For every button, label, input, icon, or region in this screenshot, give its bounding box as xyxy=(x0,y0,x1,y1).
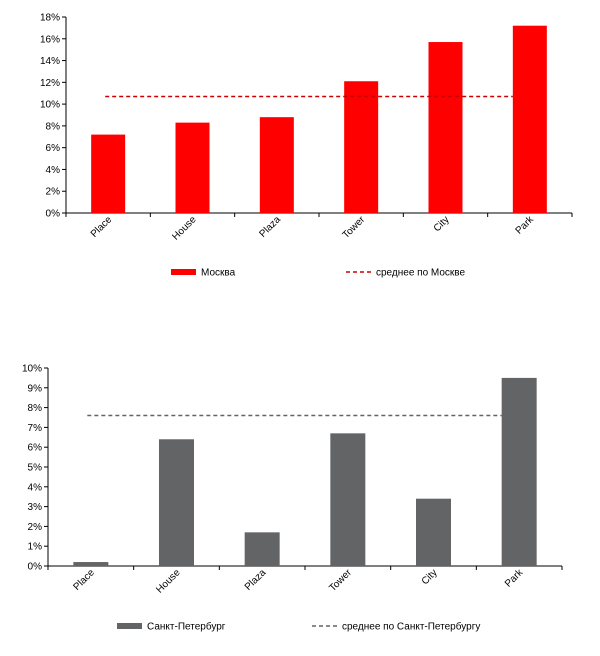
x-tick-label: Park xyxy=(503,567,526,590)
y-tick-label: 6% xyxy=(28,443,43,454)
x-tick-label: Plaza xyxy=(243,567,269,593)
bar-tower xyxy=(330,433,366,566)
y-tick-label: 2% xyxy=(28,522,43,533)
x-tick-label: House xyxy=(154,567,183,596)
legend-series-swatch xyxy=(171,269,196,275)
y-tick-label: 18% xyxy=(40,13,60,24)
y-tick-label: 8% xyxy=(28,403,43,414)
bar-plaza xyxy=(259,117,294,213)
y-tick-label: 4% xyxy=(46,165,61,176)
bar-park xyxy=(501,377,537,566)
y-tick-label: 10% xyxy=(22,364,42,375)
y-tick-label: 16% xyxy=(40,34,60,45)
legend-series-swatch xyxy=(117,623,142,629)
bar-park xyxy=(512,25,547,214)
bar-tower xyxy=(344,81,379,213)
legend-series-label: Москва xyxy=(201,268,236,279)
bar-city xyxy=(428,42,463,213)
y-tick-label: 3% xyxy=(28,502,43,513)
x-tick-label: Tower xyxy=(341,214,368,241)
y-tick-label: 14% xyxy=(40,56,60,67)
bar-plaza xyxy=(244,532,280,566)
bar-city xyxy=(416,498,451,566)
bar-house xyxy=(159,439,194,566)
y-tick-label: 9% xyxy=(28,383,43,394)
x-tick-label: City xyxy=(420,567,440,587)
legend-average-label: среднее по Санкт-Петербургу xyxy=(342,621,480,633)
x-tick-label: City xyxy=(432,214,452,234)
y-tick-label: 12% xyxy=(40,78,60,89)
y-tick-label: 6% xyxy=(46,143,61,154)
y-tick-label: 5% xyxy=(28,463,43,474)
y-tick-label: 2% xyxy=(46,187,61,198)
y-tick-label: 1% xyxy=(28,542,43,553)
y-tick-label: 7% xyxy=(28,423,43,434)
moscow-chart: 0% 2% 4% 6% 8% 10% 12% 14% 16% 18% Place House Plaza… xyxy=(40,13,573,279)
x-tick-label: Park xyxy=(514,214,537,237)
legend-average-label: среднее по Москве xyxy=(376,268,465,279)
x-tick-label: Tower xyxy=(327,567,354,594)
y-tick-label: 10% xyxy=(40,100,60,111)
x-tick-label: Place xyxy=(71,567,97,593)
y-tick-label: 4% xyxy=(28,482,43,493)
bar-place xyxy=(73,562,109,566)
y-tick-label: 0% xyxy=(46,209,61,220)
y-tick-label: 0% xyxy=(28,562,43,573)
legend-series-label: Санкт-Петербург xyxy=(147,621,226,633)
spb-chart: 0% 1% 2% 3% 4% 5% 6% 7% 8% 9% 10% Place House Plaza To… xyxy=(22,364,563,633)
x-tick-label: Plaza xyxy=(257,214,283,240)
bar-house xyxy=(175,122,210,213)
bar-place xyxy=(91,134,126,213)
x-tick-label: Place xyxy=(89,214,115,240)
x-tick-label: House xyxy=(170,214,199,243)
y-tick-label: 8% xyxy=(46,121,61,132)
